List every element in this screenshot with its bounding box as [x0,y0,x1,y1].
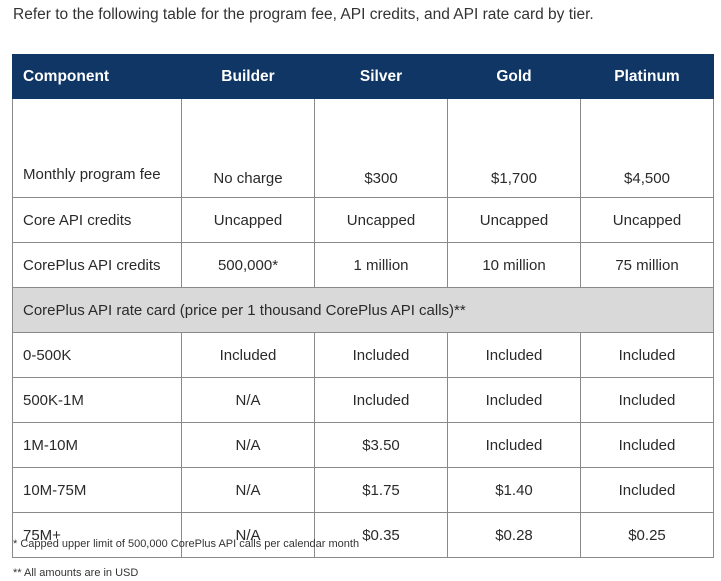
table-row: 75M+ N/A $0.35 $0.28 $0.25 [12,512,714,558]
cell-builder: 500,000* [181,242,315,288]
table-row: Monthly program fee No charge $300 $1,70… [12,98,714,198]
cell-gold: 10 million [447,242,581,288]
row-label: 1M-10M [12,422,182,468]
row-label: 0-500K [12,332,182,378]
cell-platinum: Included [580,422,714,468]
cell-platinum: $4,500 [580,98,714,198]
cell-silver: $300 [314,98,448,198]
section-row: CorePlus API rate card (price per 1 thou… [12,287,714,333]
cell-silver: Included [314,332,448,378]
cell-builder: N/A [181,512,315,558]
footnote-credits-cap: * Capped upper limit of 500,000 CorePlus… [13,538,360,550]
cell-gold: $1.40 [447,467,581,513]
cell-builder: N/A [181,422,315,468]
cell-platinum: 75 million [580,242,714,288]
section-title: CorePlus API rate card (price per 1 thou… [12,287,714,333]
table-row: 500K-1M N/A Included Included Included [12,377,714,423]
cell-gold: $0.28 [447,512,581,558]
row-label: 500K-1M [12,377,182,423]
cell-platinum: Included [580,332,714,378]
cell-silver: $1.75 [314,467,448,513]
cell-builder: Included [181,332,315,378]
cell-platinum: Included [580,377,714,423]
header-builder: Builder [181,54,315,99]
row-label: 75M+ [12,512,182,558]
table-row: 1M-10M N/A $3.50 Included Included [12,422,714,468]
footnote-currency: ** All amounts are in USD [13,567,139,579]
cell-silver: Uncapped [314,197,448,243]
header-silver: Silver [314,54,448,99]
header-platinum: Platinum [580,54,714,99]
pricing-table: Component Builder Silver Gold Platinum M… [12,54,714,558]
cell-builder: N/A [181,377,315,423]
cell-silver: $3.50 [314,422,448,468]
intro-text: Refer to the following table for the pro… [13,6,594,23]
cell-silver: Included [314,377,448,423]
table-row: 0-500K Included Included Included Includ… [12,332,714,378]
cell-builder: No charge [181,98,315,198]
header-component: Component [12,54,182,99]
cell-gold: Included [447,377,581,423]
table-row: CorePlus API credits 500,000* 1 million … [12,242,714,288]
cell-builder: N/A [181,467,315,513]
cell-gold: Uncapped [447,197,581,243]
header-gold: Gold [447,54,581,99]
row-label: Core API credits [12,197,182,243]
cell-silver: $0.35 [314,512,448,558]
cell-gold: Included [447,332,581,378]
row-label: Monthly program fee [12,98,182,198]
table-row: Core API credits Uncapped Uncapped Uncap… [12,197,714,243]
cell-builder: Uncapped [181,197,315,243]
cell-platinum: $0.25 [580,512,714,558]
cell-platinum: Uncapped [580,197,714,243]
row-label: 10M-75M [12,467,182,513]
cell-gold: Included [447,422,581,468]
header-row: Component Builder Silver Gold Platinum [12,54,714,99]
cell-gold: $1,700 [447,98,581,198]
table-row: 10M-75M N/A $1.75 $1.40 Included [12,467,714,513]
cell-platinum: Included [580,467,714,513]
row-label: CorePlus API credits [12,242,182,288]
cell-silver: 1 million [314,242,448,288]
